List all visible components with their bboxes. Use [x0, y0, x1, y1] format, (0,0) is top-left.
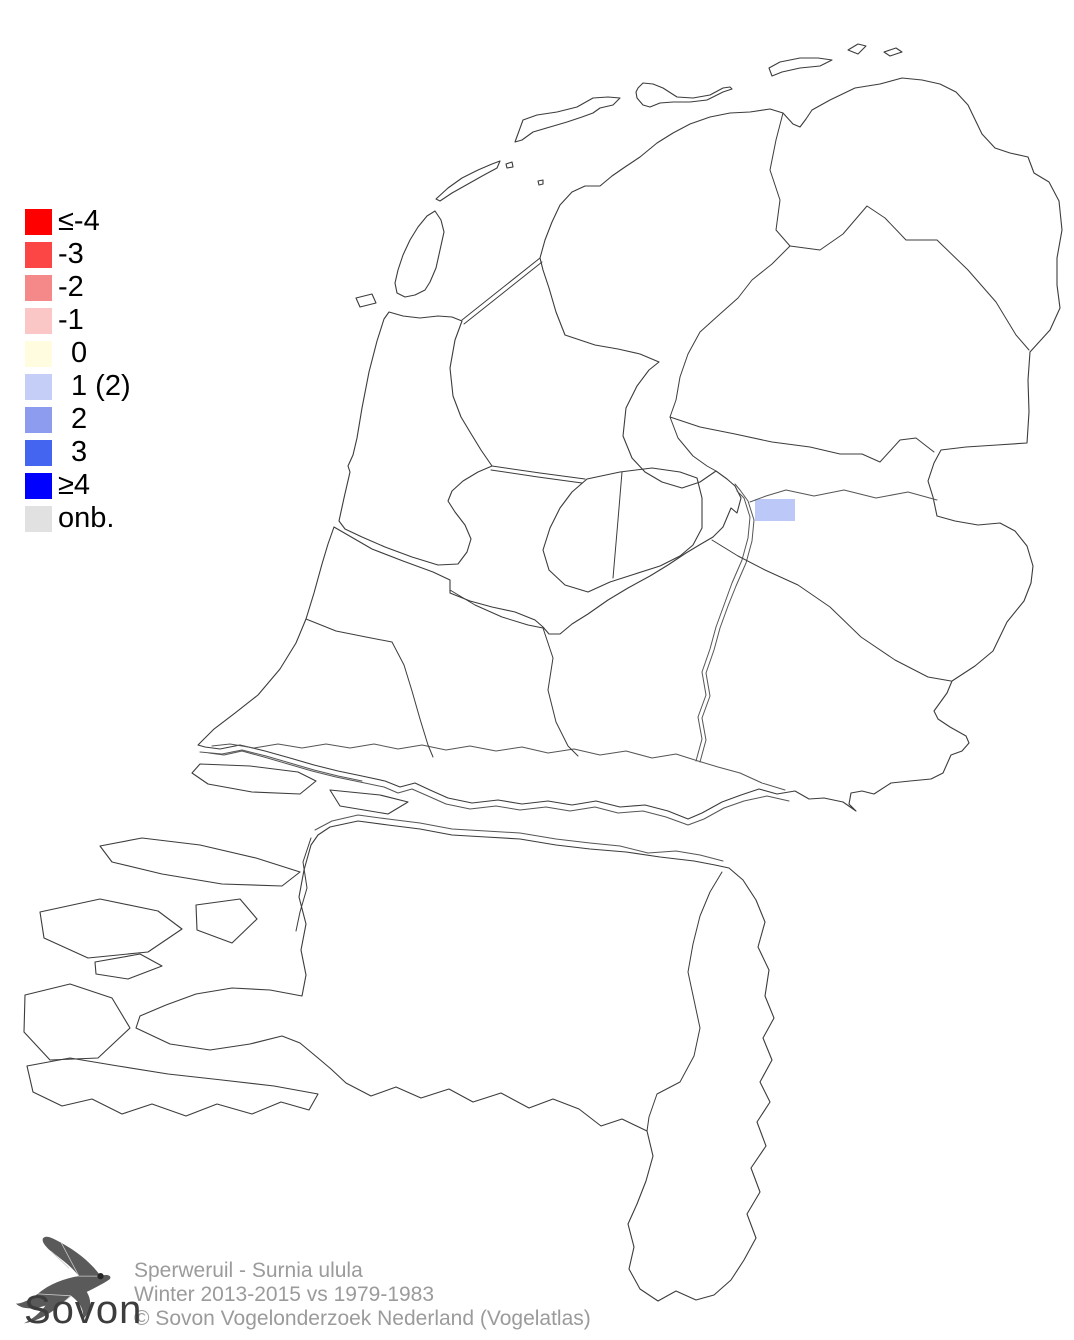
legend-label: ≥4 [58, 469, 91, 501]
border-friesland-overijssel [669, 416, 717, 472]
border-overijssel-gelderland [711, 539, 952, 682]
island-goeree-overflakkee [99, 837, 301, 887]
dike-afsluitdijk [461, 257, 543, 325]
legend-row: -3 [25, 238, 131, 271]
border-friesland-groningen [769, 112, 791, 247]
legend-label: ≤-4 [58, 205, 100, 237]
border-utrecht-gelderland [542, 627, 579, 757]
swallow-head [97, 1272, 104, 1280]
island-voorne-putten [191, 763, 317, 795]
island-terschelling [514, 96, 621, 143]
legend-row: ≥4 [25, 469, 131, 502]
caption-period: Winter 2013-2015 vs 1979-1983 [134, 1283, 435, 1306]
caption-copyright: © Sovon Vogelonderzoek Nederland (Vogela… [134, 1307, 591, 1330]
island-noord-beveland [94, 953, 163, 980]
border-noordholland-utrecht [449, 589, 544, 629]
river-maas [314, 814, 724, 862]
legend-color-swatch [25, 274, 52, 301]
legend-label: -3 [58, 238, 84, 270]
legend-color-swatch [25, 472, 52, 499]
island-hoeksche-waard [329, 789, 409, 815]
border-friesland-drenthe [669, 245, 791, 418]
legend-label: 2 [71, 403, 88, 435]
caption-species: Sperweruil - Surnia ulula [134, 1259, 363, 1282]
dike-knardijk [612, 471, 623, 579]
river-ijssel [695, 483, 755, 763]
coastline-south-mainland [135, 820, 775, 1302]
legend-label: -1 [58, 304, 84, 336]
legend-row: 0 [25, 337, 131, 370]
polder-flevoland [542, 467, 703, 593]
island-schouwen-duiveland [39, 898, 183, 959]
border-brabant-limburg [646, 871, 723, 1132]
waterway-nieuwe-waterweg [199, 749, 363, 782]
legend-color-swatch [25, 340, 52, 367]
border-groningen-drenthe [789, 205, 1030, 351]
sovon-logo [15, 1236, 111, 1324]
border-noordholland-zuidholland [305, 618, 393, 643]
atlas-block-highlight [755, 499, 795, 521]
border-drenthe-overijssel [669, 416, 935, 463]
legend-color-swatch [25, 373, 52, 400]
legend-color-swatch [25, 208, 52, 235]
legend-row: onb. [25, 502, 131, 535]
legend-label: 3 [71, 436, 88, 468]
island-schiermonnikoog [768, 57, 833, 77]
legend: ≤-4 -3 -2 -1 0 1 (2) 2 3 ≥4 onb. [25, 205, 131, 535]
legend-color-swatch [25, 307, 52, 334]
map-caption: Sperweruil - Surnia ulula Winter 2013-20… [134, 1259, 591, 1331]
coastline-mainland [197, 77, 1063, 820]
dike-houtribdijk [490, 465, 586, 484]
swallow-icon [15, 1236, 111, 1324]
islet-rottumeroog [883, 47, 903, 57]
islet-richel [505, 161, 514, 169]
island-texel [394, 210, 445, 298]
island-walcheren [23, 983, 131, 1061]
border-zuidholland-utrecht [391, 641, 434, 758]
island-noorderhaaks [355, 293, 377, 308]
legend-row: -2 [25, 271, 131, 304]
legend-label: 0 [71, 337, 88, 369]
swallow-facet-lines [37, 1242, 101, 1308]
river-nederrijn-lek [211, 743, 786, 791]
legend-label: -2 [58, 271, 84, 303]
legend-color-swatch [25, 406, 52, 433]
legend-row: -1 [25, 304, 131, 337]
island-vlieland [435, 160, 501, 202]
island-ameland [635, 82, 733, 108]
legend-row: 1 (2) [25, 370, 131, 403]
coastline-noord-holland [338, 311, 493, 566]
sovon-logo-text: Sovon [24, 1288, 143, 1332]
legend-color-swatch [25, 439, 52, 466]
legend-label: 1 (2) [71, 370, 131, 402]
legend-row: 3 [25, 436, 131, 469]
river-overijsselse-vecht [749, 489, 938, 503]
legend-label: onb. [58, 502, 115, 534]
islet-rottumerplaat [847, 43, 867, 55]
legend-row: ≤-4 [25, 205, 131, 238]
island-tholen [195, 898, 258, 944]
border-brabant-zeeland [295, 837, 312, 932]
river-waal [208, 750, 790, 826]
legend-color-swatch [25, 505, 52, 532]
coastline-zeeuws-vlaanderen [26, 1057, 319, 1117]
islet-griend [537, 179, 544, 186]
legend-color-swatch [25, 241, 52, 268]
legend-row: 2 [25, 403, 131, 436]
